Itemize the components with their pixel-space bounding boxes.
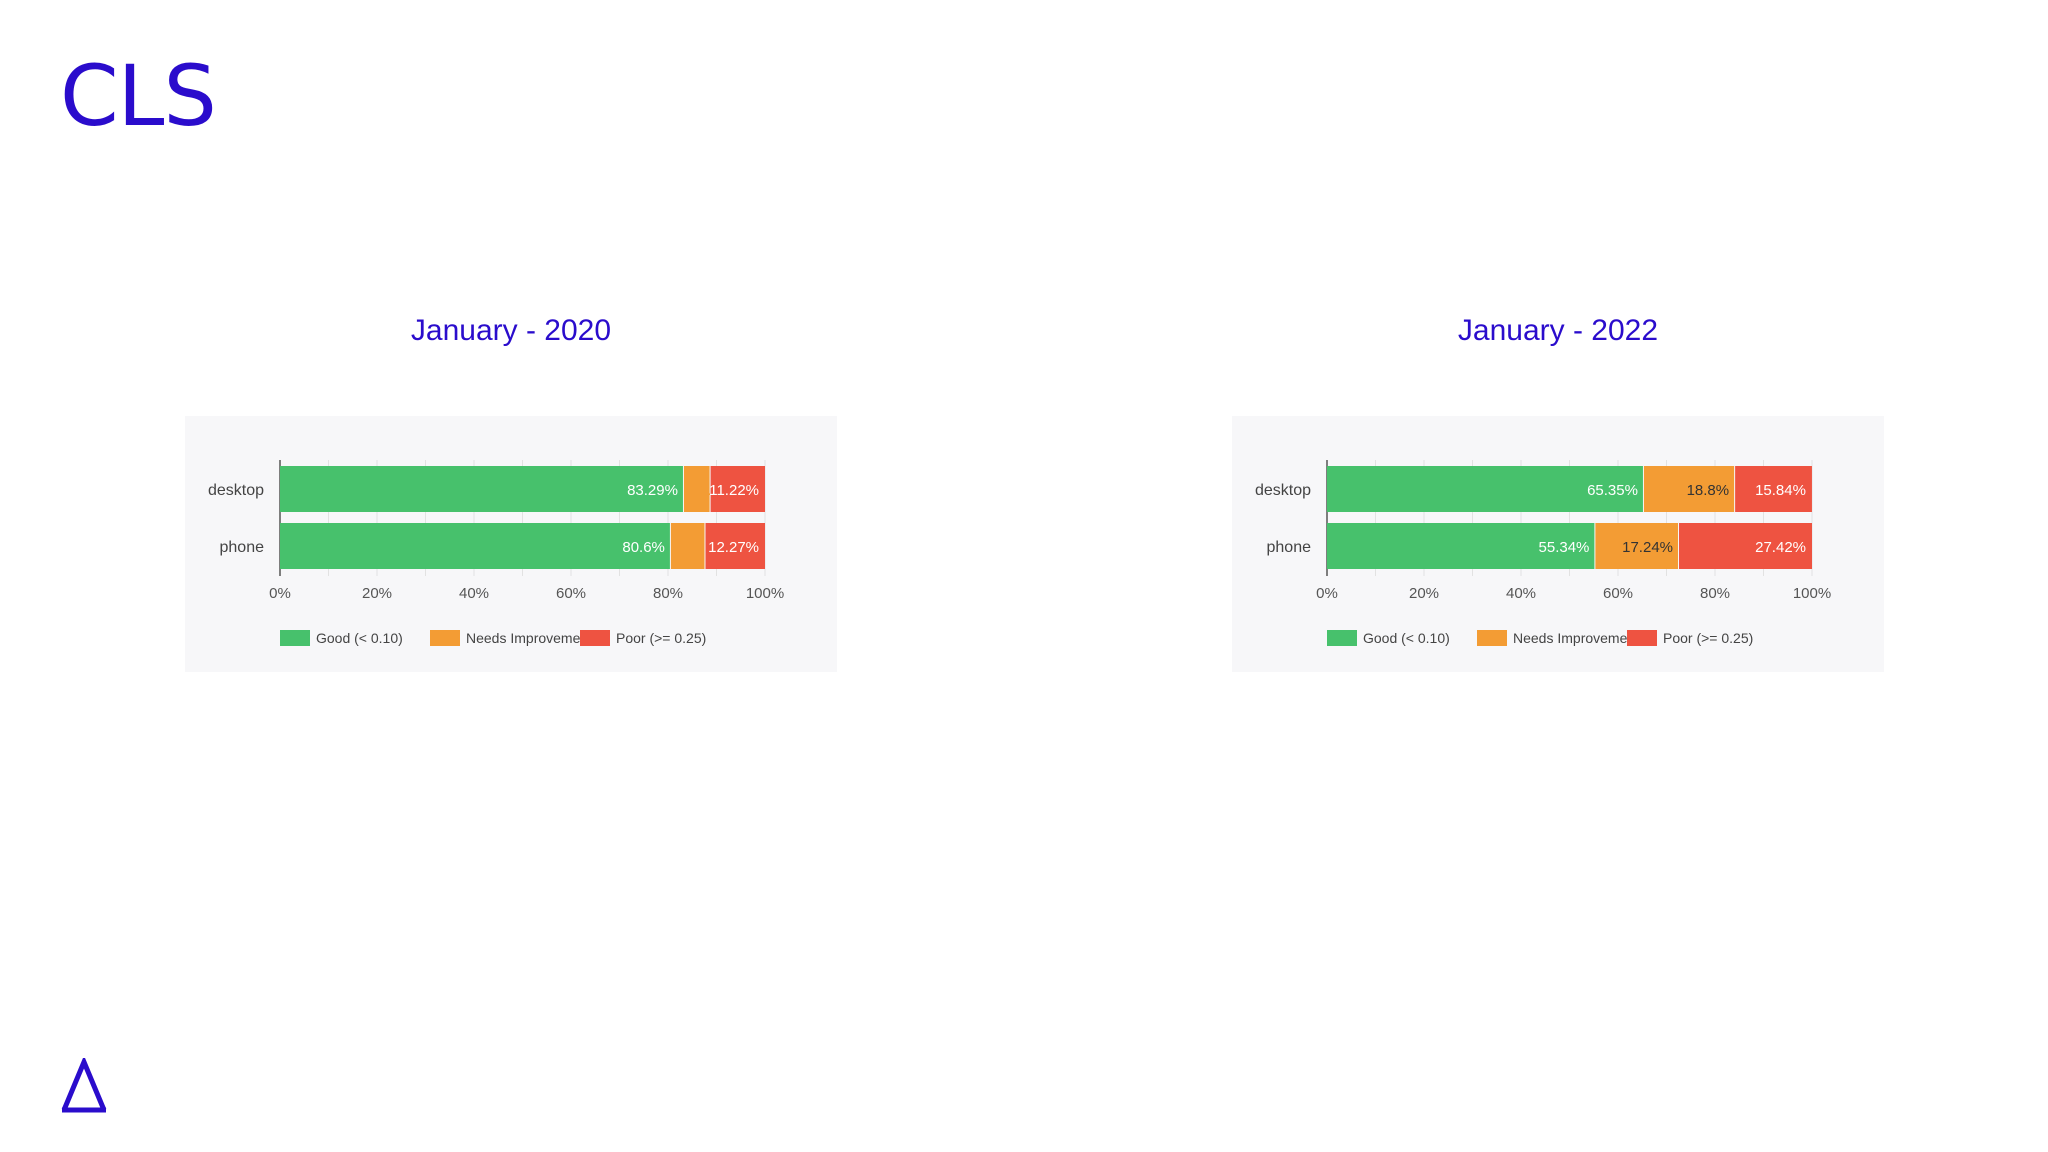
data-label: 80.6% (622, 539, 665, 556)
data-label: 55.34% (1539, 539, 1590, 556)
data-label: 83.29% (627, 482, 678, 499)
legend-swatch (580, 630, 610, 646)
x-tick-label: 40% (1506, 585, 1536, 602)
bar-segment (670, 523, 705, 569)
category-label: desktop (1255, 482, 1311, 499)
legend-swatch (280, 630, 310, 646)
chart-title: January - 2022 (1457, 314, 1659, 347)
bar-segment (1643, 466, 1735, 512)
x-tick-label: 20% (362, 585, 392, 602)
legend-swatch (1477, 630, 1507, 646)
x-tick-label: 60% (556, 585, 586, 602)
bar-segment (280, 523, 670, 569)
category-label: phone (220, 539, 265, 556)
bar-segment (683, 466, 710, 512)
bar-segment (1735, 466, 1812, 512)
data-label: 15.84% (1755, 482, 1806, 499)
x-tick-label: 80% (653, 585, 683, 602)
data-label: 17.24% (1622, 539, 1673, 556)
x-tick-label: 20% (1409, 585, 1439, 602)
data-label: 18.8% (1687, 482, 1730, 499)
x-tick-label: 60% (1603, 585, 1633, 602)
chart-panel: 0% 20% 40% 60% 80% 100% desktop 65.35% 18.8% 15.8… (1232, 416, 1884, 672)
category-label: phone (1267, 539, 1312, 556)
bar-segment (710, 466, 765, 512)
stacked-bar-chart: 0% 20% 40% 60% 80% 100% desktop 65.35% 18.8% 15.8… (1255, 460, 1831, 646)
x-tick-label: 100% (1793, 585, 1831, 602)
bar-segment (1327, 523, 1595, 569)
legend-label: Good (< 0.10) (1363, 630, 1450, 646)
data-label: 11.22% (709, 482, 759, 499)
category-label: desktop (208, 482, 264, 499)
chart-2020: January - 2020 0% 20% 40% 60% 80% 100% desktop… (185, 300, 837, 672)
bar-segment (705, 523, 765, 569)
slide-title: CLS (60, 47, 217, 145)
x-tick-label: 0% (1316, 585, 1338, 602)
legend-label: Good (< 0.10) (316, 630, 403, 646)
legend-label: Needs Improvement (466, 630, 592, 646)
chart-title: January - 2020 (410, 314, 612, 347)
x-tick-label: 0% (269, 585, 291, 602)
bar-segment (1327, 466, 1643, 512)
data-label: 12.27% (708, 539, 759, 556)
legend-swatch (430, 630, 460, 646)
legend-label: Poor (>= 0.25) (1663, 630, 1753, 646)
bar-segment (1679, 523, 1812, 569)
bar-segment (1595, 523, 1679, 569)
x-tick-label: 40% (459, 585, 489, 602)
bar-segment (280, 466, 683, 512)
legend-swatch (1627, 630, 1657, 646)
chart-panel: 0%20%40%60%80%100%desktop83.29%5.49%11.2… (185, 416, 837, 672)
legend-label: Needs Improvement (1513, 630, 1639, 646)
legend-label: Poor (>= 0.25) (616, 630, 706, 646)
data-label: 65.35% (1587, 482, 1638, 499)
brand-logo-icon (61, 1058, 107, 1113)
legend-swatch (1327, 630, 1357, 646)
x-tick-label: 80% (1700, 585, 1730, 602)
chart-2022: January - 2022 0% 20% 40% 60% 80% 100% desktop… (1232, 300, 1884, 672)
data-label: 27.42% (1755, 539, 1806, 556)
stacked-bar-chart: 0%20%40%60%80%100%desktop83.29%5.49%11.2… (208, 460, 784, 646)
x-tick-label: 100% (746, 585, 784, 602)
